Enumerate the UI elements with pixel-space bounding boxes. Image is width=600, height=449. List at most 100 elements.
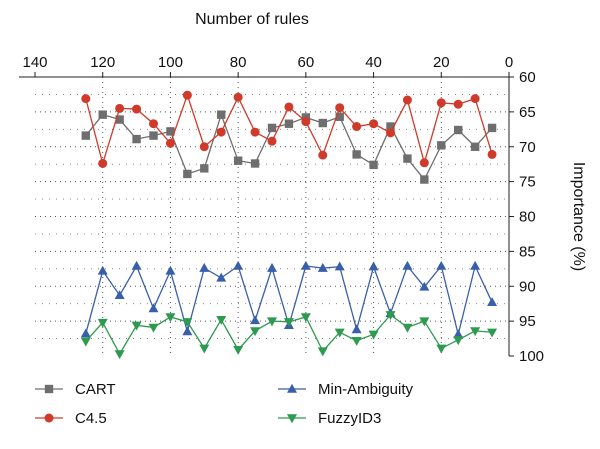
data-point-min-ambiguity [97, 265, 108, 275]
data-point-cart [335, 112, 344, 121]
legend-label: C4.5 [75, 410, 107, 427]
x-tick-label: 140 [22, 54, 47, 71]
y-tick-label: 100 [519, 348, 544, 365]
data-point-cart [487, 123, 497, 133]
legend-marker [287, 383, 297, 393]
legend-item-cart: CART [35, 381, 116, 398]
data-point-min-ambiguity [233, 260, 244, 270]
data-point-min-ambiguity [419, 281, 430, 291]
y-axis-title: Importance (%) [570, 162, 587, 271]
data-point-cart [81, 131, 90, 140]
data-point-c4-5 [216, 127, 226, 137]
data-point-c4-5 [419, 158, 429, 168]
legend: CART C4.5 Min-Ambiguity FuzzyID3 [35, 381, 414, 427]
legend-item-fuzzyid3: FuzzyID3 [278, 410, 381, 427]
data-point-c4-5 [250, 127, 260, 137]
data-point-min-ambiguity [334, 261, 345, 271]
data-point-cart [403, 154, 412, 163]
data-point-cart [132, 134, 141, 144]
data-point-c4-5 [386, 128, 395, 138]
data-point-min-ambiguity [317, 262, 328, 272]
legend-item-min-ambiguity: Min-Ambiguity [278, 381, 414, 398]
data-point-fuzzyid3 [368, 330, 379, 340]
data-point-c4-5 [436, 98, 446, 108]
data-point-fuzzyid3 [317, 347, 328, 357]
data-point-c4-5 [402, 95, 412, 105]
data-point-min-ambiguity [148, 303, 159, 313]
data-point-c4-5 [115, 103, 125, 113]
data-point-cart [149, 131, 158, 140]
x-tick-label: 20 [433, 54, 450, 71]
series-c4-5 [81, 90, 497, 168]
data-point-fuzzyid3 [334, 328, 345, 338]
data-point-c4-5 [335, 103, 345, 113]
y-tick-label: 75 [519, 174, 536, 191]
data-point-min-ambiguity [351, 324, 362, 334]
data-point-fuzzyid3 [419, 317, 430, 327]
y-tick-label: 95 [519, 313, 536, 330]
data-point-c4-5 [165, 138, 175, 148]
series-cart [81, 110, 497, 184]
data-point-cart [352, 150, 361, 159]
data-point-c4-5 [132, 104, 142, 114]
legend-label: CART [75, 381, 116, 398]
data-point-min-ambiguity [453, 329, 464, 339]
data-point-fuzzyid3 [283, 318, 294, 328]
data-point-cart [98, 110, 107, 119]
data-point-cart [250, 159, 260, 168]
data-point-min-ambiguity [470, 260, 481, 270]
data-point-min-ambiguity [487, 297, 498, 306]
data-point-min-ambiguity [199, 262, 210, 272]
data-point-min-ambiguity [216, 272, 227, 282]
data-point-min-ambiguity [80, 328, 91, 338]
data-point-cart [233, 156, 243, 165]
data-point-min-ambiguity [250, 315, 261, 325]
x-axis-title: Number of rules [195, 11, 309, 28]
data-point-c4-5 [487, 149, 497, 159]
x-tick-label: 60 [298, 54, 315, 71]
data-point-fuzzyid3 [487, 328, 498, 338]
legend-marker [44, 384, 54, 394]
data-point-cart [369, 160, 378, 170]
data-point-min-ambiguity [368, 261, 379, 271]
data-point-fuzzyid3 [182, 318, 193, 328]
y-tick-label: 90 [519, 278, 536, 295]
data-point-c4-5 [352, 122, 362, 132]
data-point-cart [200, 164, 209, 173]
x-tick-label: 80 [230, 54, 247, 71]
data-point-cart [470, 142, 480, 151]
data-point-min-ambiguity [402, 260, 413, 270]
series-fuzzyid3 [80, 311, 498, 360]
data-point-min-ambiguity [267, 262, 277, 272]
data-point-c4-5 [81, 94, 91, 104]
data-point-min-ambiguity [436, 260, 447, 270]
data-point-cart [386, 122, 395, 131]
data-point-c4-5 [318, 150, 328, 160]
y-tick-label: 65 [519, 104, 536, 121]
data-point-cart [115, 115, 124, 124]
data-point-fuzzyid3 [250, 327, 261, 337]
y-tick-label: 60 [519, 69, 536, 86]
data-point-min-ambiguity [114, 290, 125, 300]
data-point-c4-5 [199, 142, 209, 152]
data-point-cart [166, 127, 175, 136]
data-point-fuzzyid3 [436, 344, 447, 354]
data-point-cart [217, 110, 226, 119]
data-point-c4-5 [284, 102, 294, 112]
data-point-fuzzyid3 [300, 313, 311, 323]
data-point-cart [437, 141, 446, 150]
data-point-c4-5 [149, 119, 158, 129]
data-point-fuzzyid3 [148, 323, 159, 333]
data-point-fuzzyid3 [385, 311, 396, 321]
data-point-cart [420, 175, 429, 184]
data-point-c4-5 [267, 136, 277, 146]
y-tick-label: 80 [519, 209, 536, 226]
legend-marker [287, 414, 297, 424]
data-point-fuzzyid3 [131, 321, 142, 331]
data-point-fuzzyid3 [80, 337, 91, 347]
x-tick-label: 0 [505, 54, 513, 71]
data-point-fuzzyid3 [351, 336, 362, 346]
x-tick-label: 100 [158, 54, 183, 71]
x-tick-label: 120 [90, 54, 115, 71]
